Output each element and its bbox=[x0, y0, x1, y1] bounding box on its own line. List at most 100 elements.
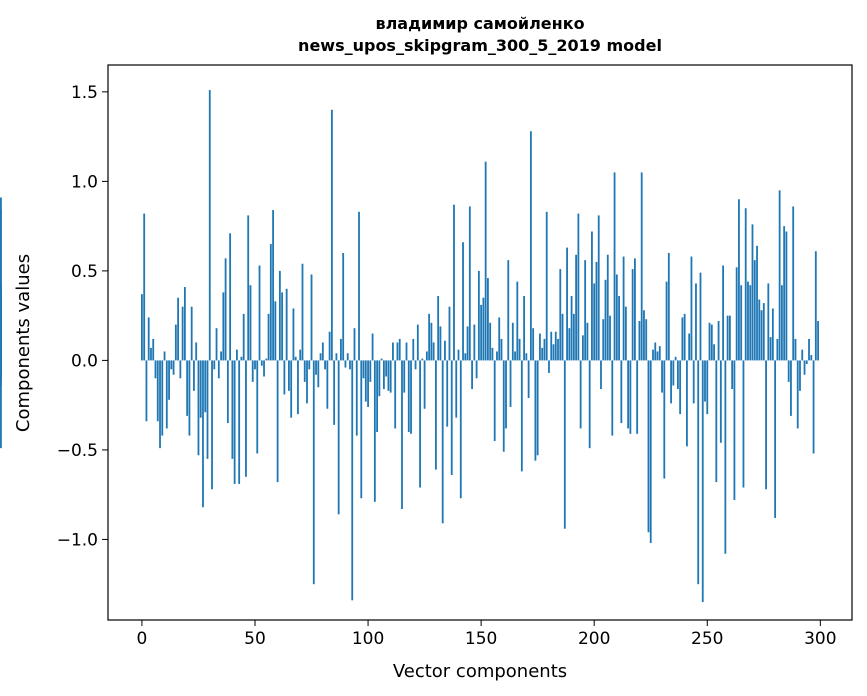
bar-60 bbox=[276, 360, 279, 483]
bar-37 bbox=[224, 258, 227, 361]
bar-222 bbox=[643, 310, 645, 361]
bar-86 bbox=[335, 353, 338, 361]
bar-32 bbox=[213, 360, 216, 370]
bar-193 bbox=[577, 213, 580, 361]
bar-240 bbox=[683, 313, 686, 361]
bar-204 bbox=[602, 319, 605, 361]
bar-78 bbox=[317, 360, 320, 388]
bar-133 bbox=[441, 360, 444, 524]
bar-197 bbox=[586, 322, 589, 361]
bar-207 bbox=[609, 315, 611, 361]
bar-167 bbox=[518, 338, 521, 361]
bar-88 bbox=[340, 338, 342, 361]
bar-123 bbox=[419, 360, 421, 488]
bar-272 bbox=[756, 245, 758, 361]
bar-11 bbox=[165, 360, 168, 429]
bar-29 bbox=[206, 360, 209, 459]
bar-145 bbox=[468, 206, 471, 361]
chart-title-line1: владимир самойленко bbox=[375, 14, 584, 33]
bar-203 bbox=[600, 360, 602, 390]
bar-230 bbox=[661, 360, 663, 393]
bar-116 bbox=[403, 360, 406, 393]
bar-210 bbox=[615, 274, 618, 361]
bar-39 bbox=[229, 233, 232, 361]
bar-2 bbox=[145, 360, 148, 422]
bar-237 bbox=[676, 360, 679, 390]
bar-267 bbox=[744, 208, 747, 361]
bar-250 bbox=[706, 360, 709, 415]
bar-112 bbox=[394, 360, 397, 429]
bar-282 bbox=[778, 190, 781, 361]
bar-103 bbox=[373, 360, 376, 502]
bar-248 bbox=[701, 360, 704, 603]
bar-268 bbox=[747, 281, 749, 361]
bar-59 bbox=[274, 301, 277, 361]
bar-157 bbox=[496, 351, 498, 361]
bar-16 bbox=[177, 297, 180, 361]
bar-85 bbox=[333, 360, 336, 425]
bar-69 bbox=[297, 360, 299, 415]
bar-289 bbox=[794, 338, 797, 361]
bar-150 bbox=[480, 304, 483, 361]
bar-87 bbox=[337, 360, 340, 515]
bar-4 bbox=[150, 347, 152, 361]
bar-219 bbox=[636, 360, 639, 434]
bar-175 bbox=[536, 360, 539, 456]
y-tick-label: 0.0 bbox=[71, 351, 98, 371]
bar-274 bbox=[760, 310, 763, 361]
bar-110 bbox=[389, 360, 392, 393]
x-tick-label: 100 bbox=[352, 629, 384, 649]
bar-174 bbox=[534, 360, 537, 461]
bar-82 bbox=[326, 360, 329, 409]
x-tick-label: 0 bbox=[137, 629, 148, 649]
bar-291 bbox=[799, 360, 801, 391]
bar-199 bbox=[591, 231, 593, 361]
bar-273 bbox=[758, 299, 761, 361]
bar-217 bbox=[631, 269, 634, 361]
bar-220 bbox=[638, 321, 641, 361]
x-tick-label: 200 bbox=[578, 629, 610, 649]
bar-247 bbox=[699, 272, 702, 361]
bar-162 bbox=[507, 260, 510, 361]
bar-202 bbox=[597, 215, 600, 361]
bar-43 bbox=[238, 360, 241, 484]
bar-63 bbox=[283, 360, 286, 395]
bar-176 bbox=[539, 333, 541, 361]
bar-48 bbox=[249, 285, 252, 361]
bar-280 bbox=[774, 360, 777, 518]
y-axis-ticks: −1.0 −0.5 0.0 0.5 1.0 1.5 bbox=[57, 83, 108, 550]
bar-47 bbox=[247, 215, 250, 361]
bar-284 bbox=[783, 226, 786, 361]
bar-65 bbox=[288, 360, 290, 391]
bar-134 bbox=[444, 340, 446, 361]
bar-232 bbox=[665, 281, 668, 361]
bar-54 bbox=[263, 360, 265, 377]
bar-71 bbox=[301, 263, 304, 361]
bar-51 bbox=[256, 360, 259, 454]
bar-277 bbox=[767, 283, 770, 361]
bar-260 bbox=[728, 315, 731, 361]
bar-245 bbox=[695, 283, 697, 361]
bar-13 bbox=[170, 360, 173, 370]
bar-188 bbox=[566, 247, 568, 361]
bar-279 bbox=[771, 308, 774, 361]
bar-259 bbox=[726, 315, 729, 361]
bar-236 bbox=[674, 356, 677, 361]
bar-46 bbox=[245, 360, 247, 477]
bar-170 bbox=[525, 353, 528, 361]
bar-77 bbox=[315, 360, 317, 375]
y-tick-label: 1.0 bbox=[71, 172, 98, 192]
bar-293 bbox=[803, 360, 806, 375]
bar-undefined bbox=[0, 360, 2, 381]
bar-118 bbox=[407, 360, 410, 433]
x-tick-label: 150 bbox=[465, 629, 497, 649]
bar-158 bbox=[498, 317, 501, 361]
bar-20 bbox=[186, 360, 189, 416]
plot-frame bbox=[107, 64, 853, 621]
bar-148 bbox=[475, 360, 478, 379]
bar-24 bbox=[195, 342, 198, 361]
bar-57 bbox=[269, 244, 272, 361]
bar-34 bbox=[217, 360, 220, 379]
bar-261 bbox=[731, 360, 734, 390]
bar-144 bbox=[466, 326, 469, 361]
